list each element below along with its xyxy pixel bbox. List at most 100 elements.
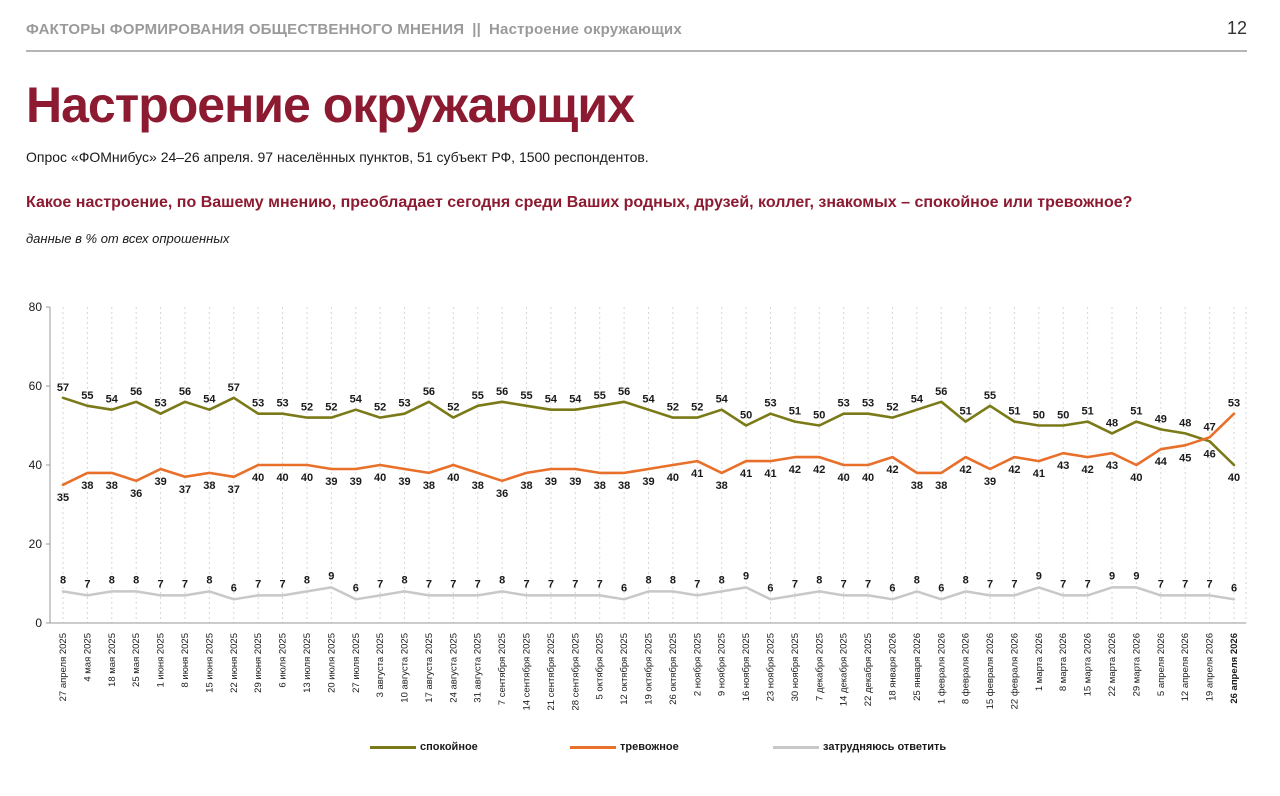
data-label-hard: 7 xyxy=(1207,578,1213,590)
data-label-calm: 54 xyxy=(350,394,363,406)
data-note: данные в % от всех опрошенных xyxy=(26,231,230,246)
x-tick-label: 1 июня 2025 xyxy=(156,633,167,688)
data-label-anxious: 38 xyxy=(594,480,606,492)
x-tick-label: 1 февраля 2026 xyxy=(936,633,947,704)
data-label-calm: 55 xyxy=(594,390,606,402)
x-tick-label: 10 августа 2025 xyxy=(400,633,411,703)
data-label-anxious: 47 xyxy=(1203,421,1215,433)
data-label-hard: 8 xyxy=(914,574,920,586)
data-label-hard: 7 xyxy=(694,578,700,590)
data-label-calm: 52 xyxy=(691,402,703,414)
data-label-hard: 7 xyxy=(841,578,847,590)
x-tick-label: 2 ноября 2025 xyxy=(692,633,703,696)
x-tick-label: 24 августа 2025 xyxy=(448,633,459,703)
series-line-hard xyxy=(61,586,1236,601)
data-label-anxious: 36 xyxy=(496,488,508,500)
data-label-hard: 7 xyxy=(426,578,432,590)
x-tick-label: 25 мая 2025 xyxy=(131,633,142,687)
x-tick-label: 14 декабря 2025 xyxy=(839,633,850,706)
data-label-calm: 53 xyxy=(252,398,264,410)
x-tick-label: 25 января 2026 xyxy=(912,633,923,701)
x-tick-label: 31 августа 2025 xyxy=(473,633,484,703)
data-label-hard: 7 xyxy=(84,578,90,590)
data-label-hard: 9 xyxy=(1036,570,1042,582)
data-label-anxious: 41 xyxy=(764,468,776,480)
data-label-anxious: 35 xyxy=(57,492,69,504)
x-tick-label: 7 декабря 2025 xyxy=(814,633,825,701)
data-label-hard: 8 xyxy=(645,574,651,586)
x-tick-label: 15 февраля 2026 xyxy=(985,633,996,709)
data-label-hard: 7 xyxy=(182,578,188,590)
x-tick-label: 14 сентября 2025 xyxy=(522,633,533,711)
legend-label-hard: затрудняюсь ответить xyxy=(823,741,947,753)
data-label-hard: 7 xyxy=(450,578,456,590)
data-label-anxious: 43 xyxy=(1106,460,1118,472)
data-label-calm: 56 xyxy=(618,386,630,398)
data-label-anxious: 38 xyxy=(81,480,93,492)
x-tick-label: 1 марта 2026 xyxy=(1034,633,1045,691)
data-label-hard: 7 xyxy=(548,578,554,590)
data-label-hard: 8 xyxy=(133,574,139,586)
data-label-anxious: 38 xyxy=(203,480,215,492)
data-label-anxious: 39 xyxy=(545,476,557,488)
data-label-hard: 7 xyxy=(792,578,798,590)
data-label-hard: 8 xyxy=(60,574,66,586)
y-tick-label: 40 xyxy=(29,458,43,472)
data-label-calm: 57 xyxy=(57,382,69,394)
x-tick-label: 26 апреля 2026 xyxy=(1229,633,1240,704)
data-label-calm: 50 xyxy=(1057,410,1069,422)
page-number: 12 xyxy=(1226,18,1247,38)
x-tick-label: 22 февраля 2026 xyxy=(1009,633,1020,709)
data-label-hard: 9 xyxy=(1133,570,1139,582)
data-label-calm: 56 xyxy=(179,386,191,398)
x-tick-label: 12 октября 2025 xyxy=(619,633,630,705)
data-label-hard: 8 xyxy=(499,574,505,586)
data-label-calm: 52 xyxy=(667,402,679,414)
data-label-hard: 7 xyxy=(572,578,578,590)
y-tick-label: 20 xyxy=(29,537,43,551)
x-tick-label: 6 июля 2025 xyxy=(278,633,289,688)
data-label-calm: 56 xyxy=(423,386,435,398)
data-label-calm: 52 xyxy=(447,402,459,414)
data-label-anxious: 42 xyxy=(789,464,801,476)
data-label-anxious: 40 xyxy=(301,472,313,484)
data-label-calm: 53 xyxy=(154,398,166,410)
x-tick-label: 9 ноября 2025 xyxy=(717,633,728,696)
legend-item-anxious: тревожное xyxy=(570,741,679,753)
data-label-anxious: 41 xyxy=(740,468,752,480)
x-tick-label: 21 сентября 2025 xyxy=(546,633,557,711)
data-label-calm: 50 xyxy=(740,410,752,422)
x-tick-label: 26 октября 2025 xyxy=(668,633,679,705)
data-label-calm: 54 xyxy=(106,394,119,406)
data-label-anxious: 39 xyxy=(350,476,362,488)
data-label-hard: 6 xyxy=(889,582,895,594)
data-label-anxious: 37 xyxy=(179,484,191,496)
data-label-anxious: 37 xyxy=(228,484,240,496)
data-label-anxious: 40 xyxy=(1130,472,1142,484)
data-label-calm: 54 xyxy=(642,394,655,406)
data-label-hard: 7 xyxy=(987,578,993,590)
x-tick-label: 13 июля 2025 xyxy=(302,633,313,693)
data-label-hard: 8 xyxy=(401,574,407,586)
data-label-anxious: 40 xyxy=(862,472,874,484)
x-tick-label: 27 июля 2025 xyxy=(351,633,362,693)
data-label-anxious: 38 xyxy=(911,480,923,492)
data-label-hard: 7 xyxy=(523,578,529,590)
data-label-anxious: 42 xyxy=(1082,464,1094,476)
data-label-anxious: 42 xyxy=(1008,464,1020,476)
x-tick-label: 5 апреля 2026 xyxy=(1156,633,1167,696)
data-label-calm: 46 xyxy=(1203,448,1215,460)
x-tick-label: 22 июня 2025 xyxy=(229,633,240,693)
data-label-calm: 52 xyxy=(886,402,898,414)
data-label-calm: 51 xyxy=(1130,406,1142,418)
data-label-hard: 7 xyxy=(475,578,481,590)
x-tick-label: 15 июня 2025 xyxy=(204,633,215,693)
data-label-anxious: 44 xyxy=(1155,456,1168,468)
data-label-hard: 6 xyxy=(767,582,773,594)
line-chart: 0 20 40 60 80 27 апреля 2025 4 мая 2025 18 мая … xyxy=(29,300,1247,711)
data-label-anxious: 40 xyxy=(374,472,386,484)
data-label-anxious: 43 xyxy=(1057,460,1069,472)
data-label-hard: 8 xyxy=(670,574,676,586)
data-label-anxious: 38 xyxy=(423,480,435,492)
x-tick-label: 4 мая 2025 xyxy=(82,633,93,682)
